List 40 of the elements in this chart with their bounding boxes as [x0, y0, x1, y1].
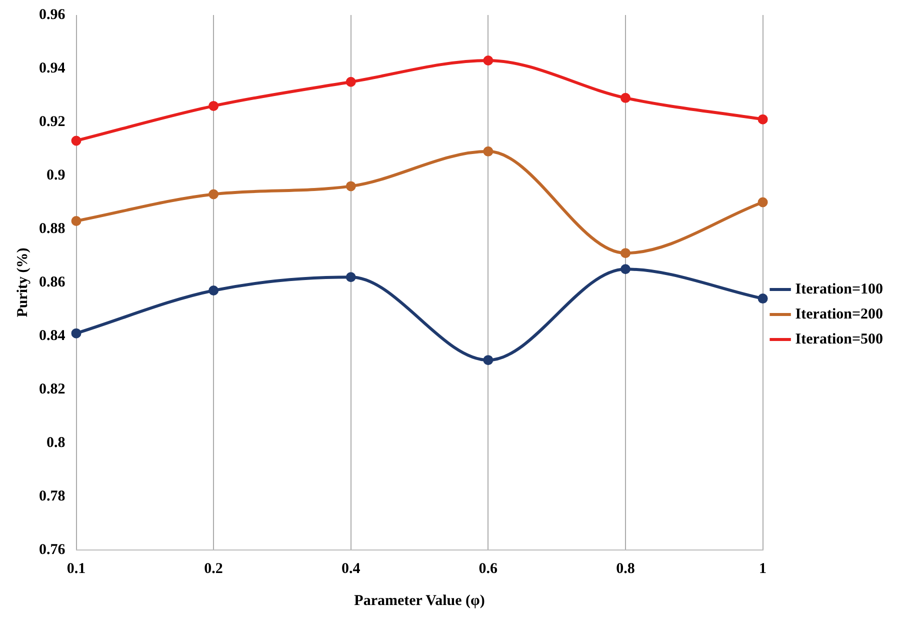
point [208, 100, 219, 111]
point [620, 248, 630, 258]
point [483, 146, 494, 156]
point [758, 114, 768, 124]
y-tick-label: 0.88 [39, 220, 66, 237]
point [620, 92, 630, 103]
y-tick-label: 0.84 [39, 328, 66, 344]
x-tick-label: 0.8 [616, 560, 635, 577]
y-axis-title: Purity (%) [14, 248, 31, 318]
point [620, 264, 630, 274]
y-tick-label: 0.94 [39, 60, 66, 76]
legend-label: Iteration=100 [795, 281, 884, 298]
point [483, 55, 494, 66]
y-tick-label: 0.8 [46, 434, 66, 451]
point [758, 294, 768, 304]
point [346, 181, 356, 192]
y-tick-label: 0.96 [39, 6, 66, 23]
x-tick-label: 0.1 [66, 560, 86, 577]
x-tick-label: 0.2 [204, 560, 223, 577]
legend-label: Iteration=200 [795, 306, 884, 322]
point [208, 286, 219, 296]
point [208, 189, 219, 200]
point [71, 216, 82, 226]
x-tick-label: 0.4 [341, 560, 361, 577]
point [758, 197, 768, 208]
x-tick-label: 1 [759, 560, 767, 577]
point [346, 76, 356, 87]
point [71, 136, 82, 146]
y-tick-label: 0.78 [39, 488, 66, 504]
x-axis-title: Parameter Value (φ) [354, 592, 485, 609]
y-tick-label: 0.82 [39, 381, 66, 398]
x-tick-label: 0.6 [478, 560, 498, 577]
y-tick-label: 0.92 [39, 114, 66, 130]
y-tick-label: 0.86 [39, 274, 66, 290]
point [346, 272, 356, 282]
point [71, 328, 82, 338]
point [483, 355, 494, 366]
legend-label: Iteration=500 [795, 331, 884, 348]
y-tick-label: 0.9 [46, 167, 66, 184]
y-tick-label: 0.76 [39, 542, 66, 558]
